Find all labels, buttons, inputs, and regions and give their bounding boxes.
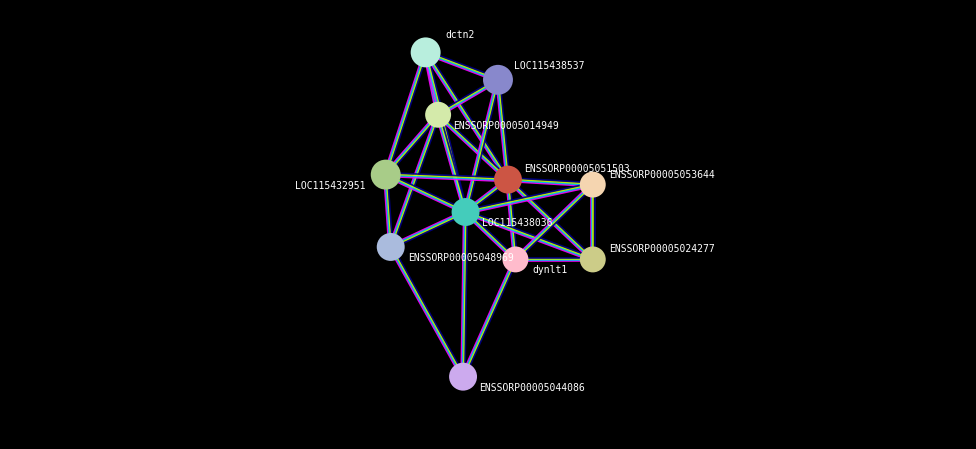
Circle shape <box>426 102 451 128</box>
Circle shape <box>494 166 522 194</box>
Text: ENSSORP00005014949: ENSSORP00005014949 <box>453 121 559 131</box>
Text: dynlt1: dynlt1 <box>532 265 567 275</box>
Text: LOC115438036: LOC115438036 <box>482 218 552 228</box>
Text: dctn2: dctn2 <box>446 30 475 40</box>
Text: LOC115438537: LOC115438537 <box>514 61 585 71</box>
Text: ENSSORP00005051503: ENSSORP00005051503 <box>524 163 630 174</box>
Circle shape <box>580 172 606 198</box>
Circle shape <box>411 37 440 67</box>
Text: ENSSORP00005048969: ENSSORP00005048969 <box>408 253 514 263</box>
Circle shape <box>452 198 479 226</box>
Text: ENSSORP00005044086: ENSSORP00005044086 <box>479 383 585 392</box>
Text: LOC115432951: LOC115432951 <box>296 180 366 190</box>
Circle shape <box>377 233 405 261</box>
Text: ENSSORP00005053644: ENSSORP00005053644 <box>609 170 715 180</box>
Circle shape <box>580 247 606 273</box>
Circle shape <box>503 247 528 273</box>
Text: ENSSORP00005024277: ENSSORP00005024277 <box>609 244 715 255</box>
Circle shape <box>449 363 477 391</box>
Circle shape <box>483 65 513 95</box>
Circle shape <box>371 160 401 189</box>
